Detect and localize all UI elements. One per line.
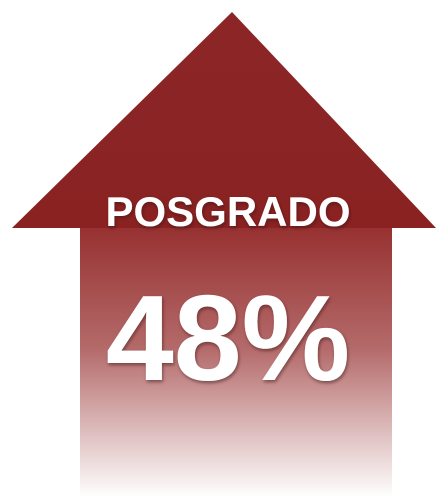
- arrow-shaft: [80, 226, 392, 498]
- arrow-head: [12, 12, 436, 228]
- arrow-label: POSGRADO: [105, 188, 350, 235]
- arrow-value: 48%: [106, 270, 350, 406]
